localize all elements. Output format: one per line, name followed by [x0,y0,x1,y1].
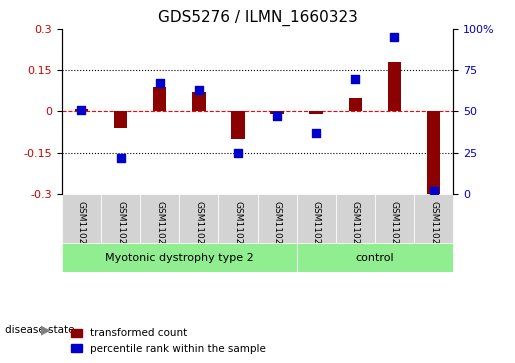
Point [351,76,359,81]
FancyBboxPatch shape [258,194,297,244]
Text: Myotonic dystrophy type 2: Myotonic dystrophy type 2 [105,253,253,263]
Text: control: control [355,253,394,263]
Text: GSM1102620: GSM1102620 [312,201,321,262]
Text: GSM1102617: GSM1102617 [194,201,203,262]
Text: GSM1102622: GSM1102622 [390,201,399,262]
Bar [270,111,284,114]
FancyBboxPatch shape [140,194,179,244]
Point [77,107,85,113]
Text: GSM1102615: GSM1102615 [116,201,125,262]
FancyBboxPatch shape [297,244,453,272]
Point [430,188,438,193]
FancyBboxPatch shape [62,244,297,272]
Bar [349,98,362,111]
Title: GDS5276 / ILMN_1660323: GDS5276 / ILMN_1660323 [158,10,357,26]
Bar [153,87,166,111]
Bar [231,111,245,139]
FancyBboxPatch shape [179,194,218,244]
Bar [310,111,323,114]
FancyBboxPatch shape [336,194,375,244]
Text: GSM1102614: GSM1102614 [77,201,86,262]
Text: GSM1102619: GSM1102619 [272,201,282,262]
Text: disease state: disease state [5,325,75,335]
Text: GSM1102616: GSM1102616 [155,201,164,262]
Point [195,87,203,93]
Point [234,150,242,156]
Bar [388,62,401,111]
Text: ▶: ▶ [41,324,51,337]
Bar [192,92,205,111]
FancyBboxPatch shape [101,194,140,244]
FancyBboxPatch shape [414,194,453,244]
FancyBboxPatch shape [218,194,258,244]
Point [116,155,125,160]
Legend: transformed count, percentile rank within the sample: transformed count, percentile rank withi… [67,324,270,358]
Point [390,34,399,40]
Text: GSM1102623: GSM1102623 [429,201,438,262]
Bar [75,109,88,111]
Point [312,130,320,136]
Point [273,114,281,119]
Text: GSM1102618: GSM1102618 [233,201,243,262]
Bar [114,111,127,128]
FancyBboxPatch shape [375,194,414,244]
Text: GSM1102621: GSM1102621 [351,201,360,262]
FancyBboxPatch shape [62,194,101,244]
Bar [427,111,440,194]
FancyBboxPatch shape [297,194,336,244]
Point [156,81,164,86]
